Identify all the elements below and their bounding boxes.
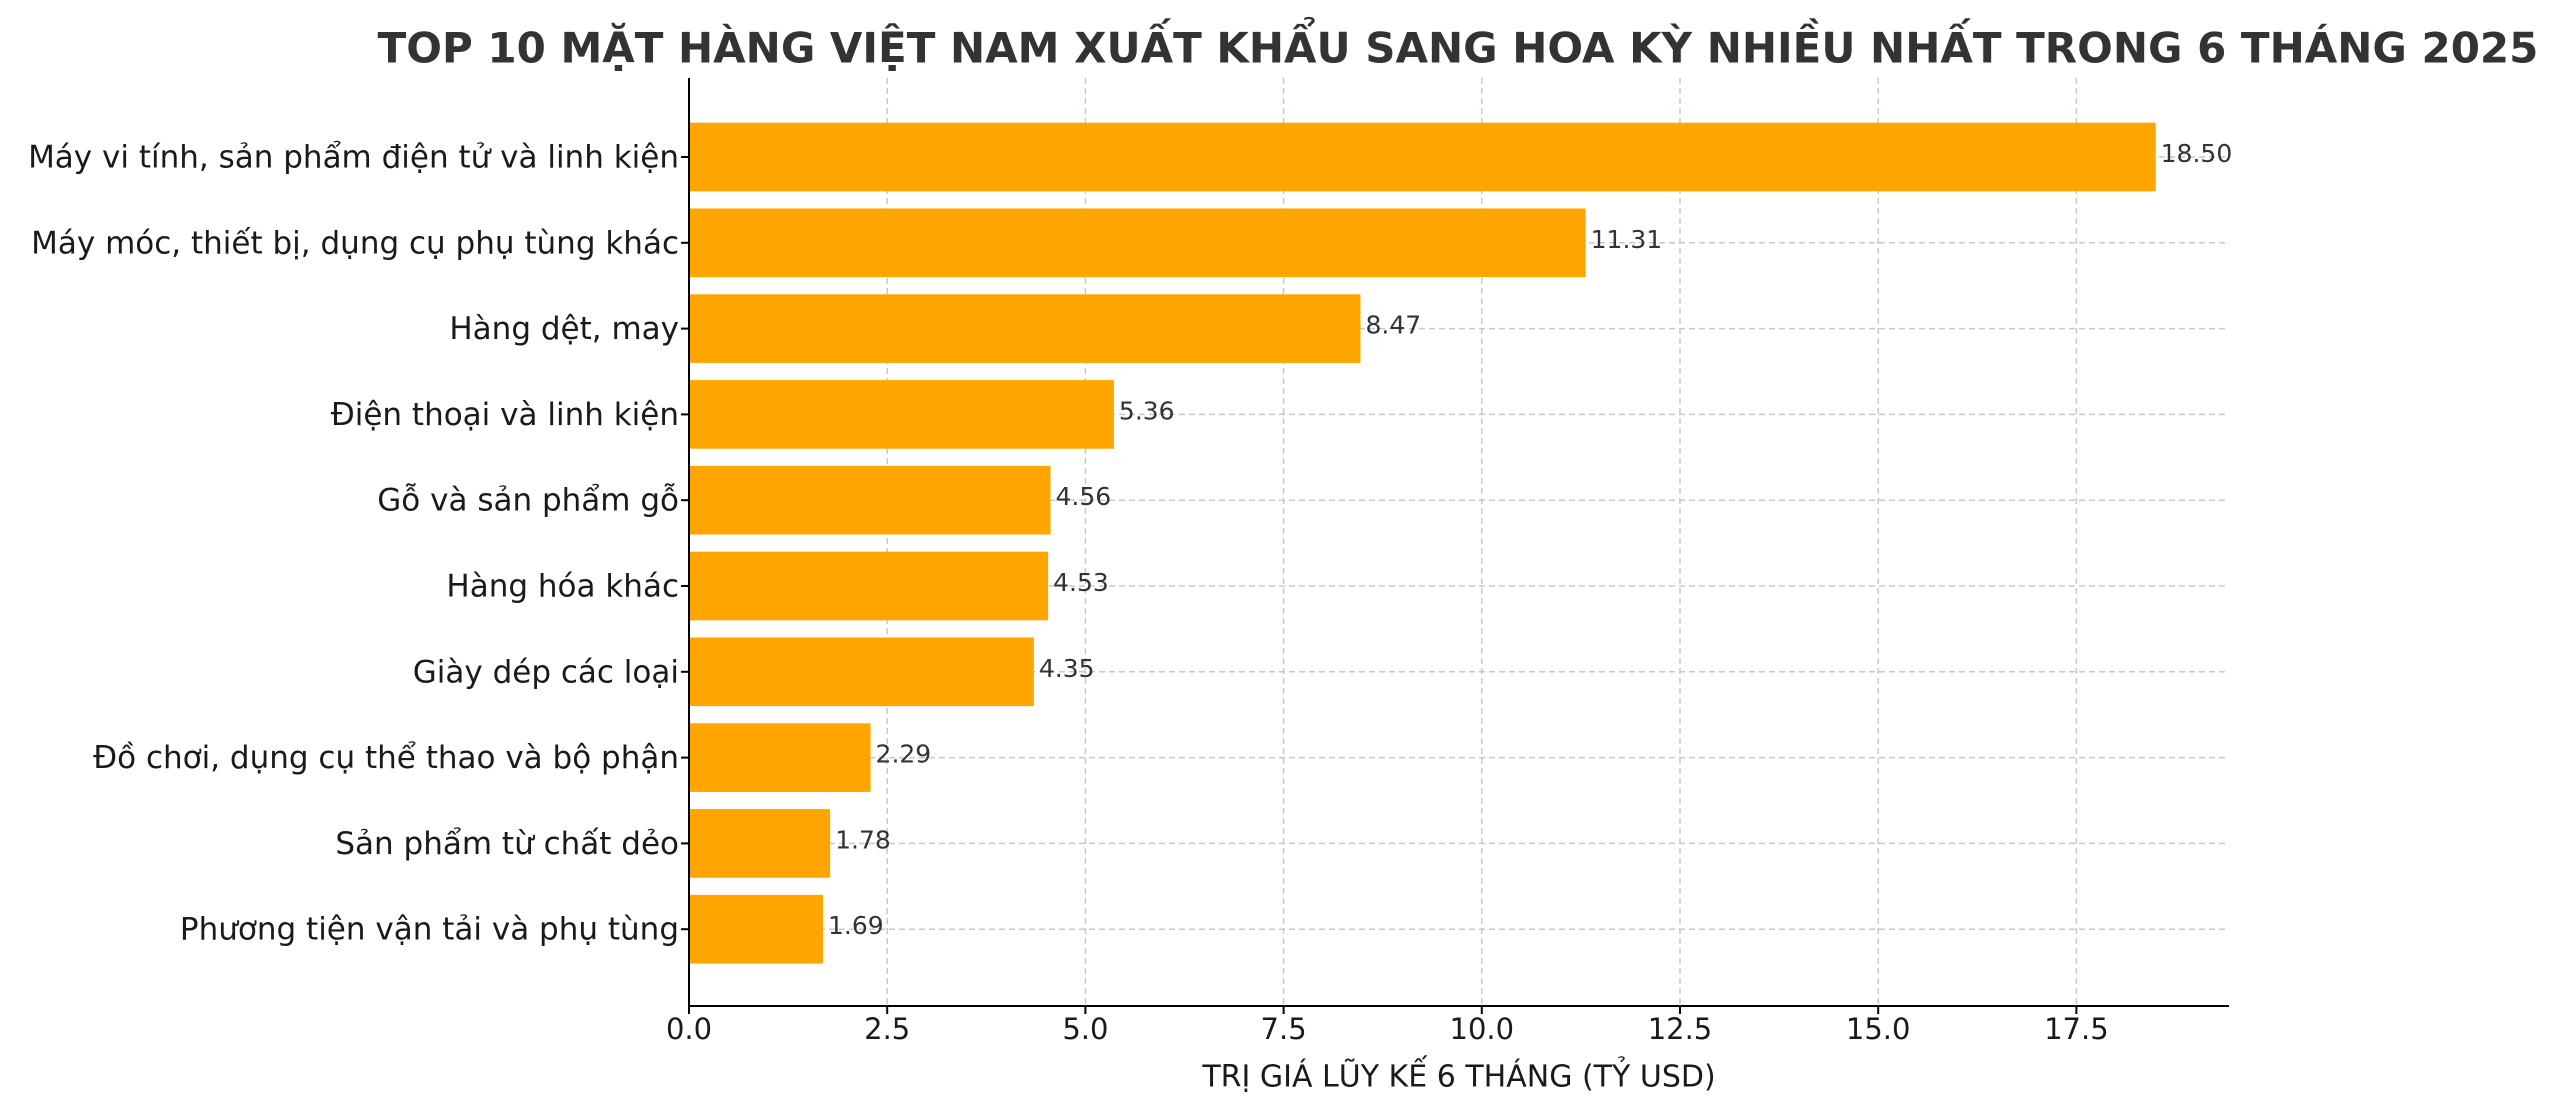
value-label: 5.36	[1119, 396, 1175, 425]
y-tick-label: Phương tiện vận tải và phụ tùng	[180, 912, 679, 948]
y-tick-label: Giày dép các loại	[413, 654, 679, 690]
y-tick-label: Sản phẩm từ chất dẻo	[335, 826, 679, 862]
bar	[689, 809, 831, 878]
value-label: 1.78	[835, 825, 891, 854]
x-tick-label: 7.5	[1261, 1012, 1307, 1046]
value-label: 4.35	[1039, 654, 1095, 683]
value-label: 11.31	[1591, 225, 1663, 254]
x-tick-label: 15.0	[1846, 1012, 1911, 1046]
x-axis-label: TRỊ GIÁ LŨY KẾ 6 THÁNG (TỶ USD)	[1201, 1056, 1715, 1095]
bar	[689, 122, 2156, 192]
bar	[689, 723, 871, 792]
y-tick-label: Điện thoại và linh kiện	[331, 397, 679, 433]
x-tick-label: 5.0	[1062, 1012, 1108, 1046]
bar	[689, 208, 1586, 278]
value-label: 8.47	[1365, 311, 1421, 340]
y-tick-label: Hàng hóa khác	[446, 569, 679, 605]
x-tick-label: 2.5	[864, 1012, 910, 1046]
y-tick-label: Gỗ và sản phẩm gỗ	[377, 483, 679, 519]
bar	[689, 294, 1361, 363]
x-tick-label: 17.5	[2044, 1012, 2109, 1046]
bar	[689, 894, 823, 964]
y-tick-label: Máy móc, thiết bị, dụng cụ phụ tùng khác	[31, 225, 679, 261]
y-tick-label: Máy vi tính, sản phẩm điện tử và linh ki…	[28, 140, 679, 176]
bar	[689, 637, 1034, 707]
bar	[689, 465, 1051, 535]
value-label: 18.50	[2161, 139, 2233, 168]
x-tick-label: 0.0	[666, 1012, 712, 1046]
bar	[689, 551, 1049, 621]
x-tick-label: 12.5	[1648, 1012, 1713, 1046]
y-tick-label: Đồ chơi, dụng cụ thể thao và bộ phận	[93, 740, 679, 776]
value-label: 4.53	[1053, 568, 1109, 597]
chart-title: TOP 10 MẶT HÀNG VIỆT NAM XUẤT KHẨU SANG …	[378, 16, 2539, 73]
bar	[689, 380, 1114, 449]
y-tick-label: Hàng dệt, may	[449, 311, 679, 347]
value-label: 4.56	[1056, 482, 1112, 511]
value-label: 1.69	[828, 911, 884, 940]
x-tick-label: 10.0	[1450, 1012, 1515, 1046]
value-label: 2.29	[876, 740, 932, 769]
